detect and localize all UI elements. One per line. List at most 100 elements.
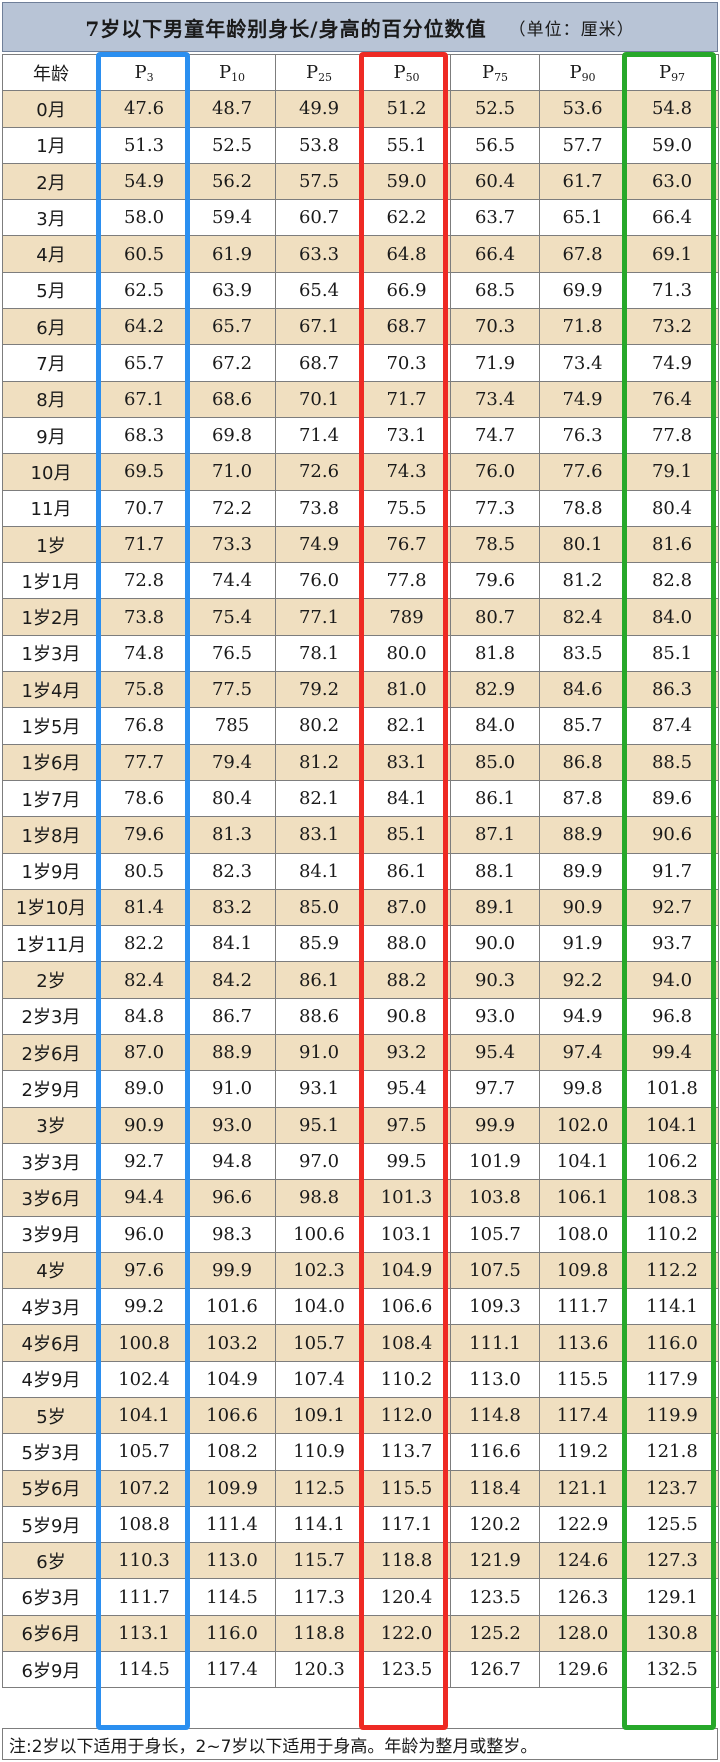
table-row: 0月 47.6 48.7 49.9 51.2 52.5 53.6 54.8 bbox=[2, 90, 719, 128]
value-cell-p3: 81.4 bbox=[99, 888, 189, 927]
value-cell-p75: 80.7 bbox=[450, 598, 540, 636]
value-cell-p75: 68.5 bbox=[450, 271, 540, 310]
value-cell-p10: 76.5 bbox=[188, 634, 276, 673]
value-cell-p90: 91.9 bbox=[539, 925, 626, 963]
value-cell-p50: 112.0 bbox=[362, 1396, 451, 1435]
age-cell: 1岁4月 bbox=[2, 671, 100, 709]
value-cell-p75: 114.8 bbox=[450, 1396, 540, 1435]
value-cell-p97: 93.7 bbox=[625, 925, 719, 963]
value-cell-p90: 106.1 bbox=[539, 1179, 626, 1217]
value-cell-p50: 93.2 bbox=[362, 1034, 451, 1072]
age-cell: 5岁 bbox=[2, 1396, 100, 1435]
value-cell-p75: 56.5 bbox=[450, 126, 540, 164]
value-cell-p90: 129.6 bbox=[539, 1651, 626, 1689]
value-cell-p50: 82.1 bbox=[362, 707, 451, 745]
value-cell-p10: 116.0 bbox=[188, 1614, 276, 1653]
value-cell-p97: 82.8 bbox=[625, 562, 719, 600]
age-cell: 6岁 bbox=[2, 1542, 100, 1580]
value-cell-p50: 113.7 bbox=[362, 1433, 451, 1471]
age-cell: 1岁5月 bbox=[2, 707, 100, 745]
value-cell-p10: 104.9 bbox=[188, 1360, 276, 1398]
age-cell: 2岁 bbox=[2, 961, 100, 999]
value-cell-p3: 76.8 bbox=[99, 707, 189, 745]
value-cell-p97: 110.2 bbox=[625, 1215, 719, 1253]
value-cell-p3: 75.8 bbox=[99, 671, 189, 709]
value-cell-p75: 84.0 bbox=[450, 707, 540, 745]
table-row: 1岁9月 80.5 82.3 84.1 86.1 88.1 89.9 91.7 bbox=[2, 852, 719, 890]
value-cell-p50: 88.0 bbox=[362, 925, 451, 963]
value-cell-p10: 48.7 bbox=[188, 90, 276, 128]
table-row: 4岁6月 100.8 103.2 105.7 108.4 111.1 113.6 116.0 bbox=[2, 1324, 719, 1362]
value-cell-p75: 87.1 bbox=[450, 816, 540, 854]
value-cell-p10: 80.4 bbox=[188, 779, 276, 818]
value-cell-p75: 125.2 bbox=[450, 1614, 540, 1653]
table-row: 1岁1月 72.8 74.4 76.0 77.8 79.6 81.2 82.8 bbox=[2, 562, 719, 600]
value-cell-p10: 98.3 bbox=[188, 1215, 276, 1253]
value-cell-p75: 89.1 bbox=[450, 888, 540, 927]
table-body: 0月 47.6 48.7 49.9 51.2 52.5 53.6 54.8 1月 51.3 52.5… bbox=[2, 90, 719, 1689]
value-cell-p25: 107.4 bbox=[275, 1360, 363, 1398]
value-cell-p3: 89.0 bbox=[99, 1070, 189, 1108]
value-cell-p3: 69.5 bbox=[99, 453, 189, 491]
age-cell: 3月 bbox=[2, 199, 100, 237]
percentile-subscript: 25 bbox=[318, 70, 333, 84]
value-cell-p90: 113.6 bbox=[539, 1324, 626, 1362]
value-cell-p10: 91.0 bbox=[188, 1070, 276, 1108]
value-cell-p3: 54.9 bbox=[99, 162, 189, 201]
value-cell-p50: 122.0 bbox=[362, 1614, 451, 1653]
value-cell-p50: 115.5 bbox=[362, 1469, 451, 1507]
value-cell-p50: 106.6 bbox=[362, 1288, 451, 1326]
value-cell-p10: 88.9 bbox=[188, 1034, 276, 1072]
value-cell-p50: 77.8 bbox=[362, 562, 451, 600]
value-cell-p90: 80.1 bbox=[539, 525, 626, 564]
value-cell-p50: 73.1 bbox=[362, 416, 451, 455]
value-cell-p10: 785 bbox=[188, 707, 276, 745]
value-cell-p90: 90.9 bbox=[539, 888, 626, 927]
value-cell-p97: 127.3 bbox=[625, 1542, 719, 1580]
value-cell-p97: 79.1 bbox=[625, 453, 719, 491]
value-cell-p50: 103.1 bbox=[362, 1215, 451, 1253]
table-row: 5岁3月 105.7 108.2 110.9 113.7 116.6 119.2 121.8 bbox=[2, 1433, 719, 1471]
value-cell-p3: 72.8 bbox=[99, 562, 189, 600]
age-cell: 2月 bbox=[2, 162, 100, 201]
percentile-header-p3: P3 bbox=[99, 53, 189, 92]
percentile-letter: P bbox=[134, 61, 147, 83]
value-cell-p75: 90.0 bbox=[450, 925, 540, 963]
value-cell-p97: 89.6 bbox=[625, 779, 719, 818]
value-cell-p50: 101.3 bbox=[362, 1179, 451, 1217]
value-cell-p97: 90.6 bbox=[625, 816, 719, 854]
age-cell: 1岁8月 bbox=[2, 816, 100, 854]
value-cell-p50: 76.7 bbox=[362, 525, 451, 564]
value-cell-p97: 88.5 bbox=[625, 743, 719, 781]
value-cell-p97: 85.1 bbox=[625, 634, 719, 673]
value-cell-p3: 78.6 bbox=[99, 779, 189, 818]
value-cell-p50: 81.0 bbox=[362, 671, 451, 709]
age-cell: 1岁6月 bbox=[2, 743, 100, 781]
age-cell: 1岁7月 bbox=[2, 779, 100, 818]
table-row: 2岁3月 84.8 86.7 88.6 90.8 93.0 94.9 96.8 bbox=[2, 997, 719, 1036]
percentile-header-p97: P97 bbox=[625, 53, 719, 92]
value-cell-p3: 64.2 bbox=[99, 308, 189, 346]
value-cell-p50: 110.2 bbox=[362, 1360, 451, 1398]
table-row: 5岁 104.1 106.6 109.1 112.0 114.8 117.4 119.9 bbox=[2, 1396, 719, 1435]
value-cell-p25: 77.1 bbox=[275, 598, 363, 636]
value-cell-p97: 69.1 bbox=[625, 235, 719, 273]
value-cell-p25: 102.3 bbox=[275, 1251, 363, 1290]
value-cell-p75: 73.4 bbox=[450, 380, 540, 418]
value-cell-p3: 107.2 bbox=[99, 1469, 189, 1507]
value-cell-p75: 113.0 bbox=[450, 1360, 540, 1398]
table-row: 10月 69.5 71.0 72.6 74.3 76.0 77.6 79.1 bbox=[2, 453, 719, 491]
value-cell-p3: 90.9 bbox=[99, 1106, 189, 1144]
header-row: 年龄 P3 P10 P25 P50 P75 P90 P97 bbox=[2, 53, 719, 92]
age-cell: 1岁2月 bbox=[2, 598, 100, 636]
value-cell-p75: 90.3 bbox=[450, 961, 540, 999]
value-cell-p3: 74.8 bbox=[99, 634, 189, 673]
value-cell-p75: 105.7 bbox=[450, 1215, 540, 1253]
percentile-subscript: 50 bbox=[405, 70, 420, 84]
value-cell-p90: 77.6 bbox=[539, 453, 626, 491]
table-row: 3岁9月 96.0 98.3 100.6 103.1 105.7 108.0 110.2 bbox=[2, 1215, 719, 1253]
table-row: 3月 58.0 59.4 60.7 62.2 63.7 65.1 66.4 bbox=[2, 199, 719, 237]
value-cell-p3: 105.7 bbox=[99, 1433, 189, 1471]
age-cell: 6月 bbox=[2, 308, 100, 346]
